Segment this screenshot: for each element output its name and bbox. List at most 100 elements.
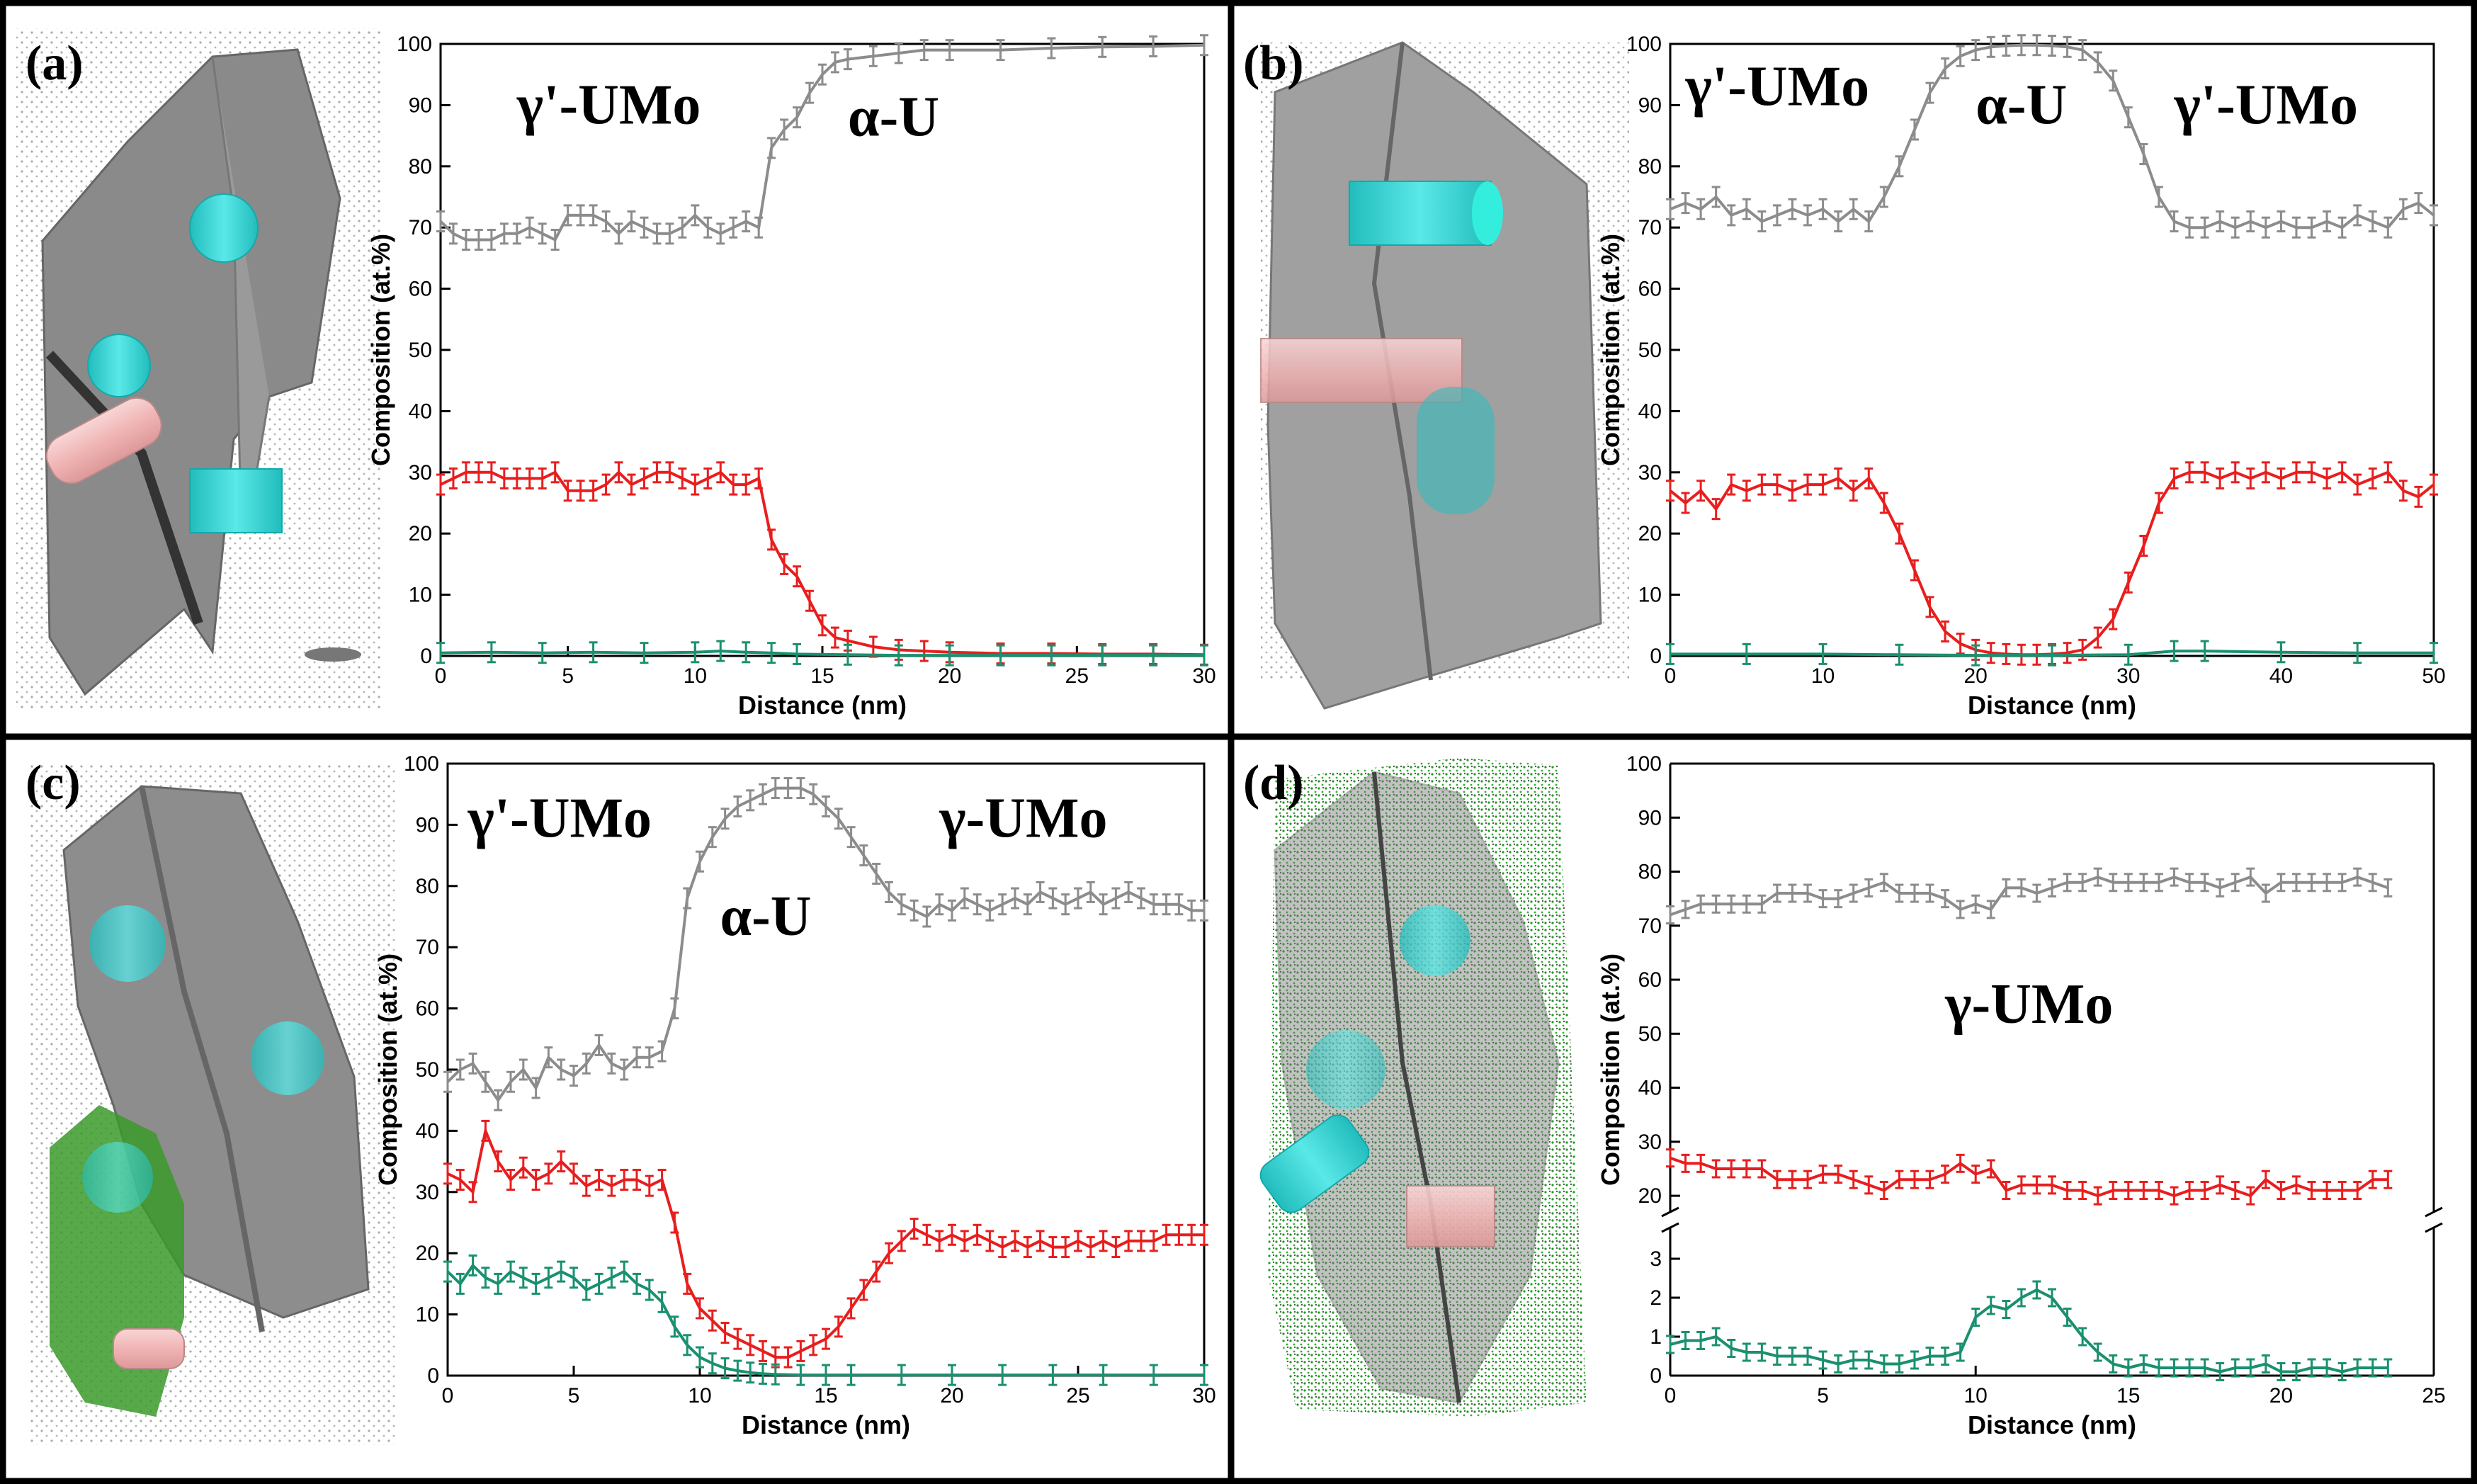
data-point-u: [948, 899, 956, 922]
data-point-other: [1200, 1364, 1208, 1386]
data-point-other: [691, 641, 700, 664]
data-point-other: [2139, 1354, 2148, 1373]
data-point-u: [1788, 883, 1797, 903]
y-tick-label: 90: [416, 813, 439, 837]
data-point-mo: [2170, 467, 2179, 489]
y-tick-label: 70: [1638, 914, 1662, 938]
data-point-other: [1099, 1364, 1108, 1386]
y-tick-label: 40: [1638, 1077, 1662, 1100]
data-point-mo: [2323, 467, 2332, 489]
series-line-u: [439, 43, 1205, 242]
data-point-u: [468, 1052, 477, 1075]
data-point-other: [2124, 643, 2133, 666]
phase-annotation: α-U: [1976, 74, 2067, 136]
data-point-u: [1200, 34, 1208, 57]
data-point-mo: [1895, 522, 1904, 545]
data-point-mo: [1742, 480, 1751, 502]
data-point-mo: [1986, 642, 1995, 664]
data-point-other: [1895, 1354, 1904, 1373]
data-point-u: [1818, 198, 1827, 220]
data-point-u: [2154, 186, 2163, 208]
data-point-mo: [2109, 608, 2118, 630]
x-tick-label: 0: [1665, 1384, 1677, 1407]
data-point-u: [2170, 210, 2179, 233]
data-point-other: [1757, 1342, 1767, 1362]
data-point-mo: [1834, 1165, 1843, 1184]
y-tick-label: 80: [1638, 155, 1662, 179]
data-point-other: [487, 641, 496, 664]
data-point-u: [2093, 51, 2102, 74]
x-tick-label: 10: [1811, 664, 1835, 688]
data-point-other: [996, 644, 1005, 667]
data-point-u: [2414, 192, 2423, 215]
data-point-mo: [627, 473, 636, 496]
data-point-u: [2124, 873, 2133, 893]
x-tick-label: 20: [2269, 1384, 2293, 1407]
panel-label-c: (c): [25, 756, 81, 810]
data-point-other: [1971, 1308, 1980, 1327]
data-point-u: [2200, 873, 2209, 893]
data-point-u: [1036, 880, 1045, 903]
data-point-other: [1711, 1327, 1721, 1347]
data-point-u: [919, 39, 929, 62]
data-point-u: [973, 893, 982, 916]
data-point-u: [1849, 883, 1858, 903]
y-tick-label: 10: [409, 584, 432, 607]
data-point-u: [531, 1077, 540, 1099]
data-point-other: [2093, 1342, 2102, 1362]
data-point-u: [2368, 873, 2377, 893]
data-point-mo: [1696, 480, 1706, 502]
data-point-mo: [1061, 1236, 1070, 1259]
data-point-u: [1742, 198, 1751, 220]
data-point-other: [436, 642, 445, 664]
data-point-mo: [998, 1236, 1007, 1259]
data-point-mo: [683, 1272, 692, 1295]
data-point-mo: [1086, 1236, 1095, 1259]
data-point-mo: [859, 1279, 868, 1301]
data-point-mo: [1864, 1175, 1874, 1195]
data-point-mo: [2277, 467, 2286, 489]
series-line-mo: [440, 470, 1205, 657]
data-point-mo: [2002, 1180, 2011, 1200]
data-point-other: [2277, 1362, 2286, 1381]
data-point-u: [2032, 883, 2041, 903]
data-point-mo: [1742, 1159, 1751, 1179]
data-point-mo: [670, 1211, 679, 1234]
y-axis-title-a: Composition (at.%): [366, 234, 395, 466]
data-point-u: [1200, 899, 1208, 922]
data-point-mo: [474, 461, 483, 484]
data-point-u: [1011, 887, 1019, 910]
data-point-u: [2261, 883, 2270, 903]
data-point-u: [1895, 155, 1904, 178]
data-point-u: [868, 45, 878, 67]
data-point-u: [1971, 894, 1980, 914]
data-point-mo: [960, 1230, 969, 1252]
data-point-other: [1925, 1347, 1934, 1366]
data-point-u: [487, 228, 496, 251]
data-point-u: [1910, 883, 1919, 903]
data-point-mo: [809, 1334, 818, 1356]
data-point-other: [716, 640, 725, 662]
data-point-u: [746, 789, 755, 812]
data-point-other: [1772, 1347, 1781, 1366]
axis-break-mark: [2425, 1206, 2443, 1218]
data-point-u: [1666, 905, 1674, 925]
chart-b: 0 10 20 30 40 50 0 10 20 30 40 50 60 70 80 90 100 γ'-UMo α…: [1596, 33, 2446, 720]
data-point-u: [1849, 198, 1858, 220]
data-point-other: [589, 641, 598, 664]
data-point-mo: [2170, 1186, 2179, 1206]
data-point-mo: [868, 635, 878, 658]
x-axis-title-a: Distance (nm): [738, 691, 907, 720]
data-point-u: [2231, 873, 2240, 893]
data-point-mo: [2124, 571, 2133, 594]
data-point-u: [633, 1046, 641, 1069]
data-point-mo: [1925, 596, 1934, 618]
phase-annotation: γ'-UMo: [467, 788, 652, 850]
x-tick-label: 0: [435, 664, 447, 688]
data-point-mo: [1772, 473, 1781, 496]
data-point-other: [897, 1364, 906, 1386]
data-point-u: [1048, 887, 1058, 910]
data-point-other: [468, 1254, 477, 1276]
data-point-other: [2307, 1358, 2316, 1378]
data-point-u: [448, 222, 458, 245]
